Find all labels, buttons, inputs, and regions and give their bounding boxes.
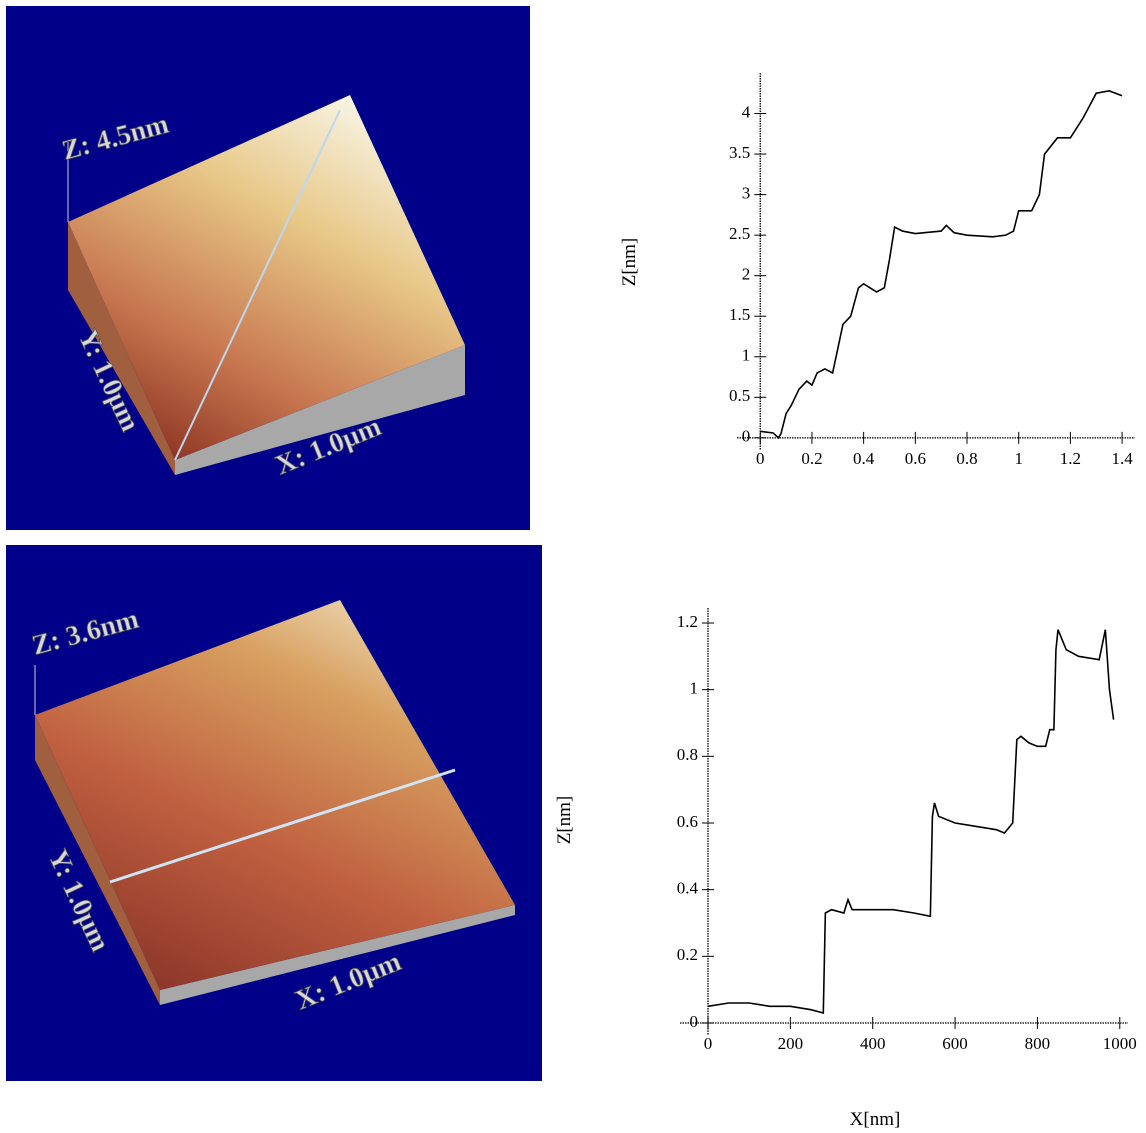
side-face [160,905,515,1005]
y-tick-label: 0 [690,1012,699,1031]
y-tick-label: 1.5 [729,305,750,324]
x-tick-label: 200 [778,1034,804,1053]
x-tick-label: 600 [942,1034,968,1053]
side-face [68,222,175,475]
y-tick-label: 3.5 [729,143,750,162]
x-tick-label: 0 [704,1034,713,1053]
y-tick-label: 3 [742,184,751,203]
y-tick-label: 0.2 [677,945,698,964]
y-tick-label: 2.5 [729,224,750,243]
afm-image: Z: 3.6nm Y: 1.0µm X: 1.0µm [6,545,542,1081]
y-tick-label: 1 [742,346,751,365]
y-tick-label: 0.8 [677,745,698,764]
y-tick-label: 4 [742,102,751,121]
x-tick-label: 1.4 [1111,449,1133,468]
profile-line [109,768,456,884]
x-tick-label: 0.6 [905,449,926,468]
y-tick-label: 1.2 [677,612,698,631]
x-tick-label: 1 [1014,449,1023,468]
x-tick-label: 1.2 [1060,449,1081,468]
y-axis-title: Z[nm] [619,238,640,287]
y-axis-title: Z[nm] [554,796,575,845]
x-tick-label: 0.2 [801,449,822,468]
surface [68,95,465,460]
x-tick-label: 800 [1025,1034,1051,1053]
y-tick-label: 0.6 [677,812,698,831]
profile-line [174,109,341,461]
profile-line [707,629,1115,1015]
x-tick-label: 0.4 [853,449,875,468]
y-tick-label: 0.5 [729,386,750,405]
x-tick-label: 1000 [1103,1034,1137,1053]
profile-line [760,90,1123,440]
surface [35,600,515,990]
x-tick-label: 0.8 [956,449,977,468]
y-tick-label: 2 [742,265,751,284]
y-tick-label: 1 [690,679,699,698]
y-tick-label: 0 [742,427,751,446]
side-face [35,715,160,1005]
afm-image: Z: 4.5nm Y: 1.0µm X: 1.0µm [6,6,530,530]
x-tick-label: 0 [756,449,765,468]
x-tick-label: 400 [860,1034,886,1053]
x-axis-title: X[nm] [850,1109,901,1130]
side-face [175,345,465,475]
y-tick-label: 0.4 [677,879,699,898]
